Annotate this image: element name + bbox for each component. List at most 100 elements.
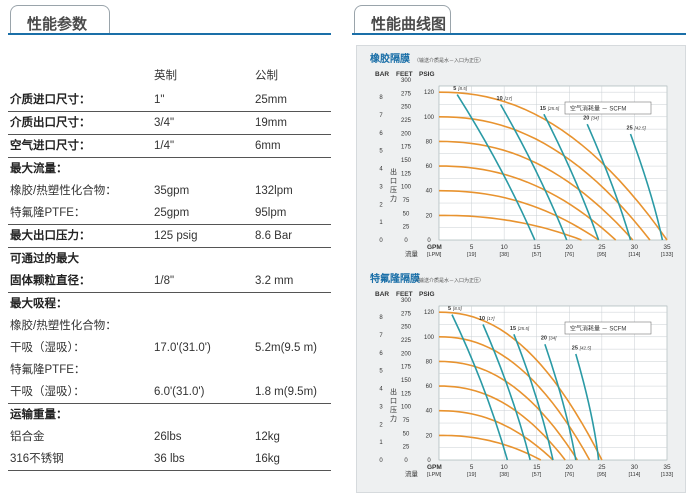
psig-tick-label: 100 xyxy=(424,115,435,121)
pressure-curve xyxy=(438,189,600,241)
bar-tick-label: 4 xyxy=(379,387,383,393)
param-label: 可通过的最大 xyxy=(10,253,79,265)
psig-tick-label: 0 xyxy=(427,458,431,464)
param-metric-value: 6mm xyxy=(255,140,281,152)
pressure-curve xyxy=(438,116,651,241)
param-metric-value: 132lpm xyxy=(255,185,293,197)
pressure-curve xyxy=(438,140,634,241)
feet-tick-label: 100 xyxy=(401,405,412,411)
feet-tick-label: 125 xyxy=(401,171,412,177)
air-consumption-curve xyxy=(629,133,664,241)
pressure-curve xyxy=(439,214,582,241)
bar-tick-label: 2 xyxy=(379,422,383,428)
feet-tick-label: 25 xyxy=(403,445,410,451)
scfm-label: 15 xyxy=(510,326,516,332)
params-row: 橡胶/热塑性化合物： xyxy=(8,315,331,337)
param-label: 最大吸程： xyxy=(10,298,68,310)
section-divider xyxy=(352,33,686,35)
param-label: 固体颗粒直径： xyxy=(10,275,91,287)
feet-tick-label: 50 xyxy=(403,431,410,437)
x-lpm-label: [95] xyxy=(597,472,607,478)
x-tick-label: 15 xyxy=(533,464,541,471)
param-metric-value: 3.2 mm xyxy=(255,275,294,287)
y-axis-label: 出口压力 xyxy=(390,387,398,424)
y-axis-label: 出口压力 xyxy=(390,167,398,204)
param-imperial-value: 26lbs xyxy=(154,431,182,443)
param-metric-value: 19mm xyxy=(255,117,287,129)
param-label: 特氟隆PTFE： xyxy=(10,364,86,376)
param-label: 316不锈钢 xyxy=(10,453,64,465)
feet-tick-label: 175 xyxy=(401,145,412,151)
psig-axis-header: PSIG xyxy=(419,71,435,78)
air-legend-box xyxy=(564,101,652,115)
param-imperial-value: 125 psig xyxy=(154,230,198,242)
psig-tick-label: 20 xyxy=(426,213,433,219)
param-label: 干吸（湿吸）： xyxy=(10,386,85,398)
scfm-label: 10 xyxy=(479,316,485,322)
params-row: 运输重量： xyxy=(8,404,331,426)
scfm-sub-label: [17] xyxy=(504,96,513,101)
x-tick-label: 30 xyxy=(631,244,639,251)
air-legend-box xyxy=(564,321,652,335)
scfm-sub-label: [25.5] xyxy=(547,106,560,111)
pressure-curve xyxy=(439,434,542,461)
feet-tick-label: 25 xyxy=(403,225,410,231)
performance-curves-panel: 橡胶隔膜 （输送介质是水－入口为正压） BAR FEET PSIG 8 7 6 5 4 3 2 1 0 30… xyxy=(356,45,686,493)
x-tick-label: 20 xyxy=(566,464,574,471)
scfm-label: 20 xyxy=(583,116,589,122)
param-metric-value: 8.6 Bar xyxy=(255,230,293,242)
bar-tick-label: 2 xyxy=(379,202,383,208)
psig-tick-label: 80 xyxy=(426,139,433,145)
air-legend-label: 空气消耗量 － SCFM xyxy=(570,325,626,333)
psig-tick-label: 60 xyxy=(426,384,433,390)
x-tick-label: 5 xyxy=(470,244,474,251)
scfm-sub-label: [34] xyxy=(548,336,557,341)
tab-performance-curves[interactable]: 性能曲线图 xyxy=(354,5,451,34)
bar-tick-label: 8 xyxy=(379,315,383,321)
air-consumption-curve xyxy=(544,343,577,461)
feet-tick-label: 200 xyxy=(401,131,412,137)
bar-tick-label: 0 xyxy=(379,458,383,464)
feet-tick-label: 275 xyxy=(401,311,412,317)
psig-tick-label: 60 xyxy=(426,164,433,170)
ptfe-diaphragm-chart: 特氟隆隔膜（输送介质是水－入口为正压）BAR FEET PSIG8765432103… xyxy=(370,272,674,478)
feet-tick-label: 175 xyxy=(401,365,412,371)
param-label: 干吸（湿吸）： xyxy=(10,342,85,354)
tab-performance-params[interactable]: 性能参数 xyxy=(10,5,110,34)
feet-tick-label: 150 xyxy=(401,158,412,164)
param-label: 最大流量： xyxy=(10,163,68,175)
scfm-sub-label: [25.5] xyxy=(517,326,530,331)
param-metric-value: 1.8 m(9.5m) xyxy=(255,386,317,398)
chart-note: （输送介质是水－入口为正压） xyxy=(414,57,484,64)
x-lpm-label: [38] xyxy=(500,252,510,258)
feet-tick-label: 275 xyxy=(401,91,412,97)
bar-tick-label: 8 xyxy=(379,95,383,101)
psig-tick-label: 0 xyxy=(427,238,431,244)
params-row: 空气进口尺寸： 1/4" 6mm xyxy=(8,135,331,158)
feet-tick-label: 200 xyxy=(401,351,412,357)
col-metric-header: 公制 xyxy=(255,70,278,82)
scfm-sub-label: [42.5] xyxy=(634,126,647,131)
bar-tick-label: 6 xyxy=(379,131,383,137)
feet-tick-label: 75 xyxy=(403,418,410,424)
scfm-sub-label: [17] xyxy=(486,316,495,321)
pressure-curve xyxy=(438,91,668,241)
x-tick-label: 10 xyxy=(501,464,509,471)
pressure-curve xyxy=(439,385,566,461)
bar-tick-label: 5 xyxy=(379,369,383,375)
params-row: 特氟隆PTFE： xyxy=(8,359,331,381)
air-consumption-curve xyxy=(575,353,600,461)
params-row: 固体颗粒直径： 1/8" 3.2 mm xyxy=(8,270,331,293)
bar-tick-label: 3 xyxy=(379,184,383,190)
scfm-sub-label: [8.5] xyxy=(452,306,463,311)
x-lpm-label: [19] xyxy=(467,472,477,478)
x-axis-label: 流量 xyxy=(405,249,419,258)
bar-tick-label: 7 xyxy=(379,333,383,339)
params-row: 介质出口尺寸： 3/4" 19mm xyxy=(8,112,331,135)
param-label: 橡胶/热塑性化合物： xyxy=(10,320,117,332)
x-lpm-label: [57] xyxy=(532,252,542,258)
param-metric-value: 25mm xyxy=(255,94,287,106)
pressure-curve xyxy=(438,360,579,461)
air-consumption-curve xyxy=(456,94,536,241)
scfm-label: 10 xyxy=(497,96,503,102)
